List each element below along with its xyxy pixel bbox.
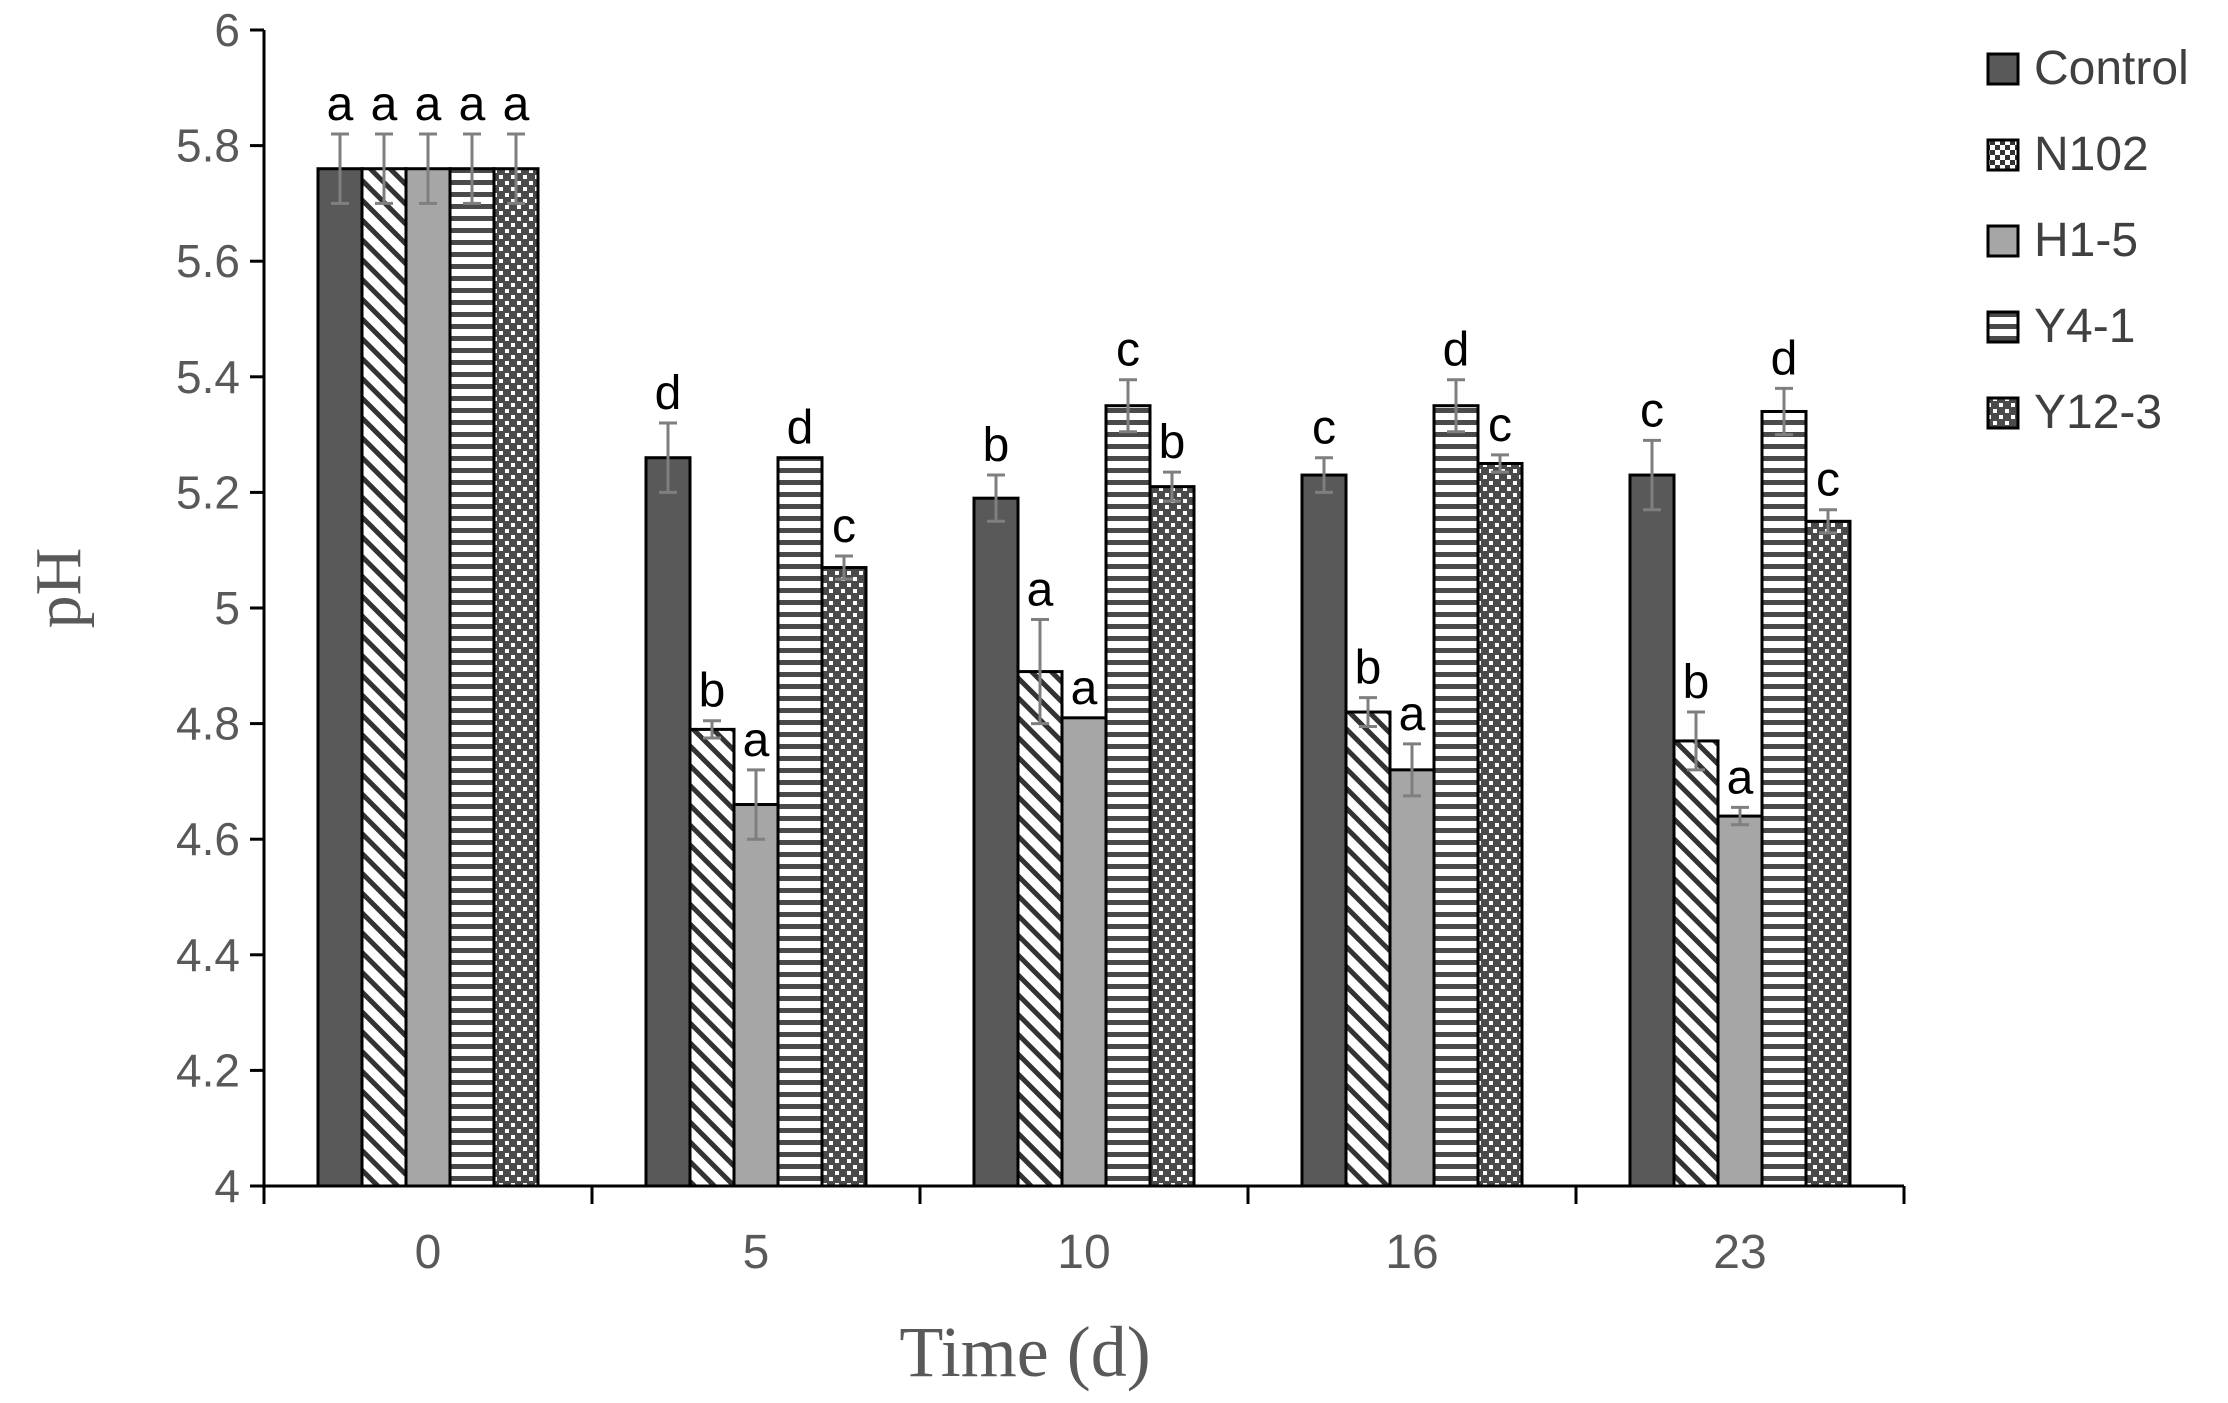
- significance-letter: d: [787, 402, 814, 455]
- bar: [1344, 710, 1392, 1188]
- significance-letter: b: [699, 665, 726, 718]
- significance-letter: b: [1355, 642, 1382, 695]
- legend-swatch: [1986, 138, 2020, 172]
- significance-letter: a: [415, 78, 442, 131]
- bar: [1432, 404, 1480, 1188]
- significance-letter: a: [503, 78, 530, 131]
- legend: Control N102 H1-5 Y4-1 Y12-3: [1986, 42, 2189, 439]
- significance-letter: a: [1727, 751, 1754, 804]
- significance-letter: a: [1071, 662, 1098, 715]
- y-tick-label: 4: [214, 1160, 240, 1212]
- bar: [316, 167, 364, 1188]
- y-tick-label: 5.8: [176, 120, 240, 172]
- bar: [492, 167, 540, 1188]
- bar: [688, 727, 736, 1188]
- significance-letter: a: [371, 78, 398, 131]
- significance-letter: a: [327, 78, 354, 131]
- bar: [1060, 716, 1108, 1188]
- significance-letter: d: [1443, 324, 1470, 377]
- legend-swatch: [1986, 52, 2020, 86]
- y-tick-label: 6: [214, 4, 240, 56]
- y-axis-title: pH: [22, 548, 95, 629]
- bar: [1716, 814, 1764, 1188]
- y-tick-label: 5: [214, 582, 240, 634]
- legend-label: Control: [2034, 42, 2189, 95]
- bar: [1300, 473, 1348, 1188]
- legend-label: N102: [2034, 128, 2149, 181]
- x-axis: 0 5 10 16 23: [262, 1184, 1906, 1279]
- significance-letter: c: [1312, 402, 1336, 455]
- bar: [732, 803, 780, 1188]
- x-tick-label: 16: [1385, 1226, 1438, 1279]
- bar: [448, 167, 496, 1188]
- bar: [776, 456, 824, 1188]
- bar: [1760, 409, 1808, 1188]
- significance-letter: c: [1640, 384, 1664, 437]
- x-axis-title: Time (d): [899, 1312, 1150, 1392]
- significance-letter: a: [1027, 564, 1054, 617]
- bar: [360, 167, 408, 1188]
- x-tick-label: 5: [743, 1226, 770, 1279]
- significance-letter: b: [983, 419, 1010, 472]
- significance-letter: c: [832, 500, 856, 553]
- bar: [972, 496, 1020, 1188]
- legend-swatch: [1986, 396, 2020, 430]
- bar: [404, 167, 452, 1188]
- x-tick-label: 0: [415, 1226, 442, 1279]
- significance-letter: d: [655, 367, 682, 420]
- legend-swatch: [1986, 310, 2020, 344]
- significance-letter: c: [1816, 454, 1840, 507]
- y-tick-label: 4.2: [176, 1044, 240, 1096]
- legend-swatch: [1986, 224, 2020, 258]
- significance-letter: c: [1488, 399, 1512, 452]
- x-tick-label: 10: [1057, 1226, 1110, 1279]
- y-tick-label: 5.2: [176, 466, 240, 518]
- significance-letter: d: [1771, 332, 1798, 385]
- bar: [1628, 473, 1676, 1188]
- x-tick-label: 23: [1713, 1226, 1766, 1279]
- y-tick-label: 4.4: [176, 929, 240, 981]
- y-axis: 4 4.2 4.4 4.6 4.8 5 5.2 5.4 5.6 5.8 6: [176, 4, 266, 1212]
- error-bars: [331, 132, 1837, 841]
- legend-label: Y12-3: [2034, 386, 2162, 439]
- bar: [1672, 739, 1720, 1188]
- y-tick-label: 4.6: [176, 813, 240, 865]
- legend-label: H1-5: [2034, 214, 2138, 267]
- bar: [1148, 485, 1196, 1188]
- significance-letter: a: [459, 78, 486, 131]
- significance-letter: c: [1116, 324, 1140, 377]
- bar: [644, 456, 692, 1188]
- significance-letter: a: [743, 714, 770, 767]
- bar: [820, 566, 868, 1188]
- y-tick-label: 5.6: [176, 235, 240, 287]
- bar: [1104, 404, 1152, 1188]
- significance-letter: b: [1159, 416, 1186, 469]
- bar: [1804, 519, 1852, 1188]
- bar: [1016, 670, 1064, 1188]
- bar: [1476, 462, 1524, 1188]
- y-tick-label: 4.8: [176, 698, 240, 750]
- bar: [1388, 768, 1436, 1188]
- significance-letter: b: [1683, 656, 1710, 709]
- y-tick-label: 5.4: [176, 351, 240, 403]
- legend-label: Y4-1: [2034, 300, 2135, 353]
- significance-letter: a: [1399, 688, 1426, 741]
